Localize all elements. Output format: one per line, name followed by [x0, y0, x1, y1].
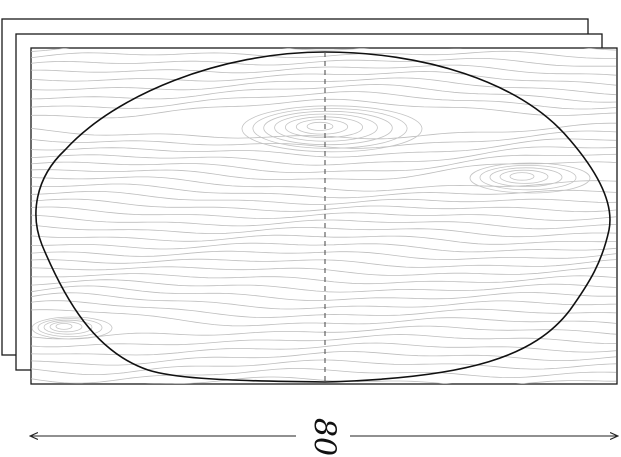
grain-line: [31, 250, 617, 260]
grain-line: [31, 71, 617, 86]
grain-knot-ring: [55, 322, 73, 330]
grain-knot-ring: [469, 162, 591, 194]
grain-knot-ring: [284, 116, 363, 138]
grain-line: [31, 266, 617, 276]
grain-knot-ring: [479, 165, 577, 191]
grain-line: [31, 58, 616, 67]
grain-line: [31, 292, 617, 310]
grain-line: [31, 91, 617, 110]
grain-knot-ring: [509, 172, 535, 181]
wood-grain-texture: [31, 48, 617, 384]
grain-knot-ring: [37, 318, 103, 338]
grain-line: [31, 198, 617, 213]
grain-line: [31, 309, 617, 327]
grain-knot-ring: [49, 321, 83, 333]
grain-line: [31, 153, 617, 173]
grain-line: [31, 191, 617, 205]
grain-line: [31, 224, 617, 238]
grain-line: [31, 334, 616, 348]
grain-line: [31, 84, 617, 103]
grain-knot-ring: [306, 121, 334, 131]
grain-line: [31, 368, 617, 384]
grain-line: [31, 50, 616, 59]
grain-line: [31, 77, 617, 96]
grain-line: [31, 122, 616, 140]
front-sheet: [30, 47, 618, 385]
grain-line: [31, 258, 617, 268]
grain-line: [31, 130, 617, 149]
grain-knot-ring: [31, 316, 113, 340]
grain-line: [31, 48, 617, 52]
grain-line: [31, 161, 617, 181]
grain-line: [31, 351, 617, 366]
grain-line: [31, 146, 617, 166]
grain-line: [31, 273, 617, 285]
grain-knot-ring: [295, 119, 349, 135]
grain-line: [31, 206, 617, 221]
grain-knot-ring: [241, 105, 423, 153]
grain-line: [31, 138, 617, 158]
grain-line: [31, 300, 617, 318]
board-outline-shape: [35, 51, 611, 383]
grain-knot-ring: [252, 108, 408, 149]
grain-line: [31, 64, 617, 76]
grain-knot-ring: [274, 113, 378, 142]
grain-line: [31, 325, 617, 340]
dimension-label: 80: [307, 418, 342, 456]
grain-line: [31, 285, 616, 301]
grain-knot-ring: [489, 167, 563, 188]
grain-line: [31, 359, 617, 375]
width-dimension: 80: [30, 418, 618, 456]
grain-line: [31, 98, 617, 119]
grain-line: [31, 234, 617, 245]
grain-line: [31, 214, 617, 230]
grain-knot-ring: [263, 110, 393, 146]
grain-line: [144, 376, 616, 384]
grain-knot-ring: [499, 169, 549, 184]
grain-line: [31, 342, 617, 356]
grain-line: [31, 279, 617, 293]
grain-knot-ring: [43, 319, 93, 335]
grain-line: [31, 242, 617, 253]
